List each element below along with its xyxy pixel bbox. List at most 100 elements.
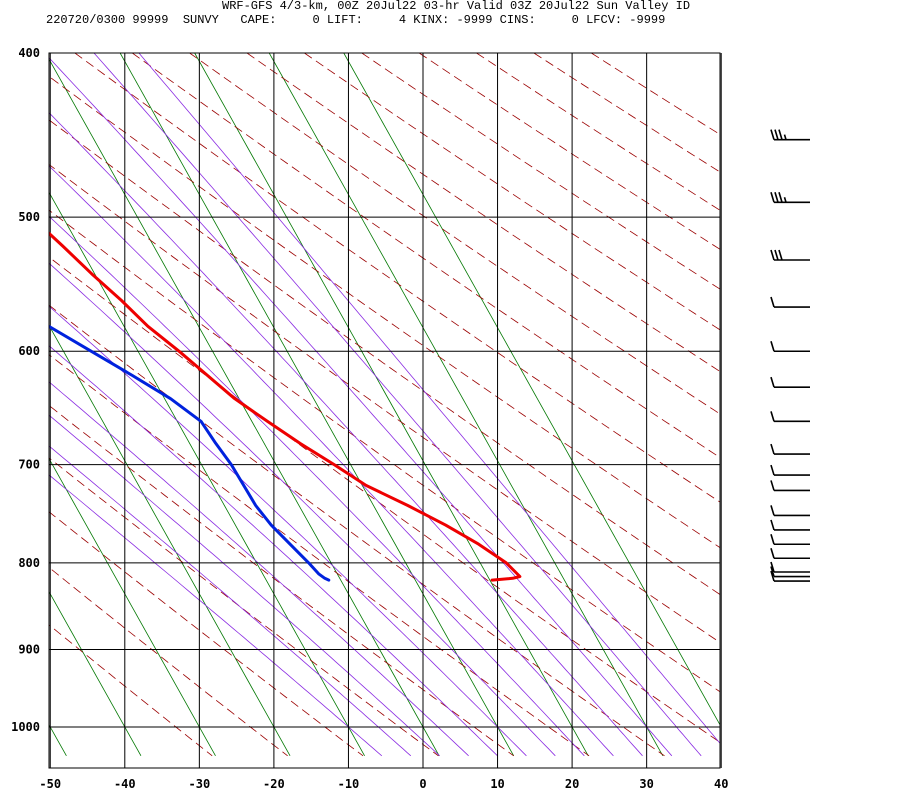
pressure-tick-label: 500 (18, 210, 40, 224)
stability-indices: 220720/0300 99999 SUNVY CAPE: 0 LIFT: 4 … (46, 13, 666, 27)
wind-barb-full (770, 296, 775, 308)
moist-adiabat-line (49, 262, 556, 757)
temperature-tick-label: -10 (338, 777, 360, 791)
wind-barb (770, 192, 810, 204)
isotherm-line (194, 53, 589, 757)
wind-barb-full (770, 341, 775, 352)
wind-barb-half (783, 197, 787, 203)
temperature-tick-label: 40 (714, 777, 728, 791)
wind-barb (770, 505, 810, 517)
wind-barb (770, 561, 810, 573)
dry-adiabat-line (49, 404, 514, 757)
wind-barb (770, 443, 810, 455)
wind-barb-full (770, 411, 775, 422)
wind-barb (770, 296, 810, 308)
wind-barbs (770, 129, 810, 582)
dry-adiabat-line (49, 624, 213, 757)
moist-adiabat-line (49, 305, 527, 757)
wind-barb-full (770, 561, 775, 573)
pressure-tick-label: 900 (18, 642, 40, 656)
pressure-axis: 400 500 600 700 800 900 1000 (11, 46, 40, 734)
wind-barb-full (778, 249, 783, 261)
sounding-series (49, 231, 522, 582)
pressure-tick-label: 800 (18, 556, 40, 570)
temperature-tick-label: 30 (639, 777, 653, 791)
temperature-tick-label: -40 (114, 777, 136, 791)
wind-barb-full (770, 129, 775, 140)
wind-barb (770, 249, 810, 261)
wind-barb (770, 129, 810, 141)
wind-barb (770, 548, 810, 560)
wind-barb-full (774, 192, 779, 203)
dry-adiabat-line (304, 53, 720, 331)
dry-adiabat-line (74, 53, 720, 503)
isotherm-line (119, 53, 515, 757)
moist-adiabat-line (138, 53, 720, 744)
moist-adiabat-line (49, 474, 383, 757)
isotherm-line (49, 191, 365, 757)
pressure-tick-label: 400 (18, 46, 40, 60)
moist-adiabat-line (49, 165, 614, 757)
chart-title: WRF-GFS 4/3-km, 00Z 20Jul22 03-hr Valid … (222, 0, 691, 13)
wind-barb-full (770, 519, 775, 531)
pressure-tick-label: 700 (18, 458, 40, 472)
moist-adiabat-line (49, 381, 469, 757)
wind-barb (770, 411, 810, 423)
moist-adiabat-line (49, 215, 585, 757)
temperature-tick-label: -50 (39, 777, 61, 791)
wind-barb (770, 341, 810, 353)
temperature-tick-label: -30 (189, 777, 211, 791)
isotherm-line (268, 53, 664, 757)
dewpoint-profile (49, 324, 331, 582)
isotherm-line (49, 324, 291, 757)
moist-adiabat-line (93, 53, 702, 757)
wind-barb (770, 464, 810, 476)
wind-barb-full (774, 129, 779, 140)
wind-barb (770, 519, 810, 531)
temperature-axis: -50 -40 -30 -20 -10 0 10 20 30 40 (39, 777, 728, 791)
dry-adiabat-line (132, 53, 720, 459)
wind-barb-full (778, 192, 783, 203)
dry-adiabat-line (49, 75, 720, 549)
moist-adiabat-line (49, 445, 412, 757)
isotherm-line (49, 457, 216, 757)
dry-adiabat-line (49, 457, 439, 757)
wind-barb-full (778, 129, 783, 140)
wind-barb-full (770, 534, 775, 545)
grid (49, 52, 722, 768)
plot-frame (48, 52, 721, 769)
wind-barb (770, 376, 810, 388)
pressure-tick-label: 1000 (11, 720, 40, 734)
wind-barb-full (770, 566, 775, 577)
pressure-tick-label: 600 (18, 344, 40, 358)
dry-adiabat-line (49, 511, 364, 757)
wind-barb-full (774, 249, 779, 261)
isotherm-line (343, 53, 720, 726)
moist-adiabat-line (49, 414, 440, 757)
moist-adiabat-line (49, 57, 673, 757)
background-lines (49, 53, 720, 757)
wind-barb (770, 566, 810, 578)
wind-barb-half (783, 134, 787, 140)
temperature-tick-label: -20 (263, 777, 285, 791)
dry-adiabat-line (49, 256, 720, 743)
wind-barb (770, 534, 810, 546)
wind-barb-full (770, 249, 775, 261)
wind-barb (770, 480, 810, 492)
wind-barb-full (770, 192, 775, 203)
wind-barb-full (770, 505, 775, 516)
temperature-profile (49, 231, 522, 582)
dry-adiabat-line (49, 566, 288, 757)
temperature-tick-label: 20 (565, 777, 579, 791)
wind-barb (770, 570, 810, 582)
plot-background (49, 53, 720, 768)
moist-adiabat-line (49, 345, 498, 757)
wind-barb-full (770, 376, 775, 388)
temperature-tick-label: 10 (490, 777, 504, 791)
wind-barb-full (770, 480, 775, 491)
wind-barb-full (770, 548, 775, 559)
temperature-tick-label: 0 (419, 777, 426, 791)
dry-adiabat-line (49, 163, 720, 643)
dry-adiabat-line (361, 53, 720, 290)
wind-barb-full (770, 570, 775, 582)
